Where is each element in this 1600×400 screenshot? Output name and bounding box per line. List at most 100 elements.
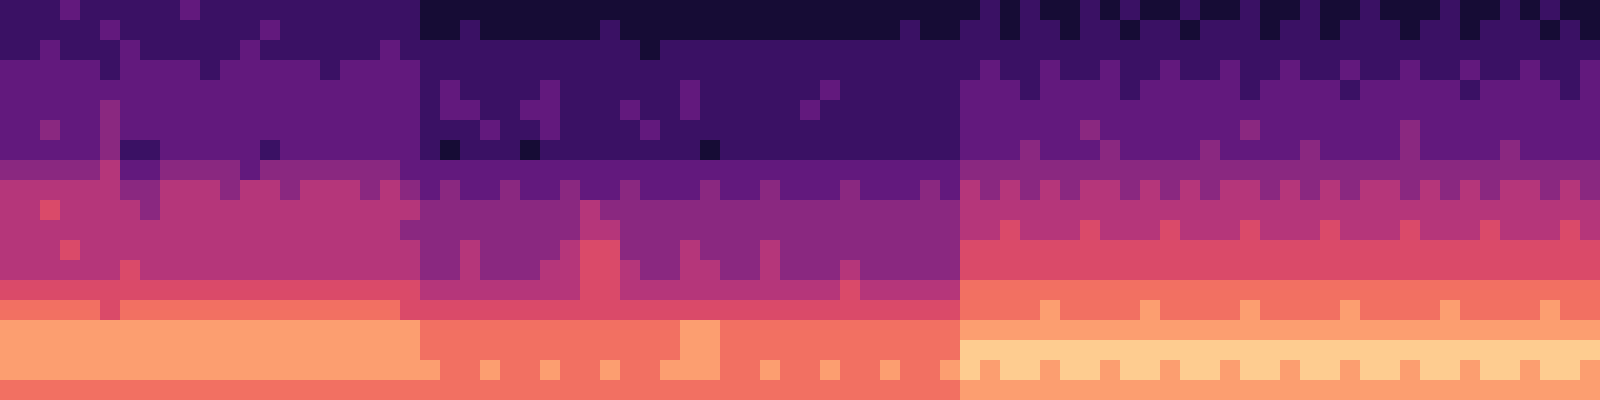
cell [640, 80, 661, 101]
cell [1480, 300, 1501, 321]
cell [1000, 360, 1021, 381]
cell [920, 300, 941, 321]
cell [1060, 340, 1081, 361]
cell [1220, 240, 1241, 261]
cell [1500, 40, 1521, 61]
cell [500, 340, 521, 361]
cell [1340, 200, 1361, 221]
cell [780, 20, 801, 41]
cell [1380, 0, 1401, 21]
cell [740, 220, 761, 241]
cell [1500, 180, 1521, 201]
cell [140, 160, 161, 181]
cell [1260, 160, 1281, 181]
cell [40, 80, 61, 101]
cell [1580, 320, 1600, 341]
cell [440, 260, 461, 281]
cell [120, 160, 141, 181]
cell [880, 300, 901, 321]
cell [500, 20, 521, 41]
cell [600, 360, 621, 381]
cell [1420, 120, 1441, 141]
cell [1000, 300, 1021, 321]
cell [40, 360, 61, 381]
cell [1080, 320, 1101, 341]
cell [420, 100, 441, 121]
cell [1040, 320, 1061, 341]
cell [380, 340, 401, 361]
cell [160, 60, 181, 81]
cell [80, 20, 101, 41]
cell [240, 360, 261, 381]
cell [140, 100, 161, 121]
cell [1380, 140, 1401, 161]
cell [220, 0, 241, 21]
cell [1140, 320, 1161, 341]
cell [560, 340, 581, 361]
cell [520, 320, 541, 341]
cell [920, 0, 941, 21]
cell [280, 260, 301, 281]
cell [1300, 320, 1321, 341]
cell [1160, 100, 1181, 121]
cell [920, 180, 941, 201]
cell [700, 0, 721, 21]
cell [1120, 140, 1141, 161]
cell [1100, 20, 1121, 41]
cell [980, 160, 1001, 181]
cell [1340, 380, 1361, 400]
cell [400, 160, 421, 181]
cell [1580, 140, 1600, 161]
cell [180, 20, 201, 41]
cell [1460, 0, 1481, 21]
cell [1420, 60, 1441, 81]
cell [240, 220, 261, 241]
cell [1480, 160, 1501, 181]
cell [640, 140, 661, 161]
cell [1320, 260, 1341, 281]
cell [900, 340, 921, 361]
cell [980, 80, 1001, 101]
cell [1580, 220, 1600, 241]
cell [1020, 0, 1041, 21]
cell [1140, 260, 1161, 281]
cell [1280, 0, 1301, 21]
cell [1100, 340, 1121, 361]
cell [1240, 180, 1261, 201]
cell [1060, 80, 1081, 101]
cell [660, 380, 681, 400]
cell [1240, 320, 1261, 341]
cell [340, 60, 361, 81]
cell [220, 120, 241, 141]
cell [1160, 220, 1181, 241]
cell [360, 320, 381, 341]
cell [1040, 200, 1061, 221]
cell [1160, 120, 1181, 141]
cell [920, 80, 941, 101]
cell [940, 380, 961, 400]
cell [1320, 220, 1341, 241]
cell [1200, 200, 1221, 221]
cell [660, 60, 681, 81]
cell [1580, 40, 1600, 61]
cell [420, 40, 441, 61]
cell [260, 0, 281, 21]
cell [0, 140, 21, 161]
cell [140, 60, 161, 81]
cell [1160, 200, 1181, 221]
cell [340, 140, 361, 161]
cell [420, 80, 441, 101]
cell [880, 120, 901, 141]
cell [520, 80, 541, 101]
cell [640, 120, 661, 141]
cell [880, 180, 901, 201]
cell [1460, 220, 1481, 241]
cell [1100, 360, 1121, 381]
cell [1340, 180, 1361, 201]
cell [400, 280, 421, 301]
cell [860, 280, 881, 301]
cell [400, 380, 421, 400]
cell [1500, 20, 1521, 41]
cell [1400, 120, 1421, 141]
cell [1140, 180, 1161, 201]
